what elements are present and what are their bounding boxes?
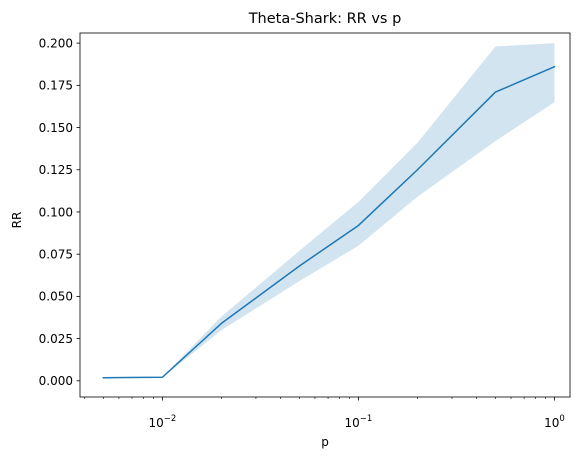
chart-title: Theta-Shark: RR vs p [248,11,402,27]
y-tick-label: 0.200 [39,36,73,50]
y-tick-label: 0.025 [39,332,73,346]
series-line [102,65,556,379]
x-tick-label: 10−1 [345,414,373,430]
y-tick-label: 0.050 [39,290,73,304]
y-tick-label: 0.150 [39,121,73,135]
y-tick-label: 0.000 [39,374,73,388]
x-axis-label: p [321,435,329,449]
y-axis-label: RR [10,212,24,229]
x-tick-label: 100 [544,414,565,430]
x-tick-label: 10−2 [148,414,176,430]
y-tick-label: 0.100 [39,205,73,219]
confidence-band [103,43,555,379]
y-tick-label: 0.125 [39,163,73,177]
y-tick-label: 0.075 [39,247,73,261]
y-tick-label: 0.175 [39,79,73,93]
axes-frame [79,32,571,398]
plot-area: 0.000 0.025 0.050 0.075 0.100 0.125 0.150 0.175… [39,32,571,430]
